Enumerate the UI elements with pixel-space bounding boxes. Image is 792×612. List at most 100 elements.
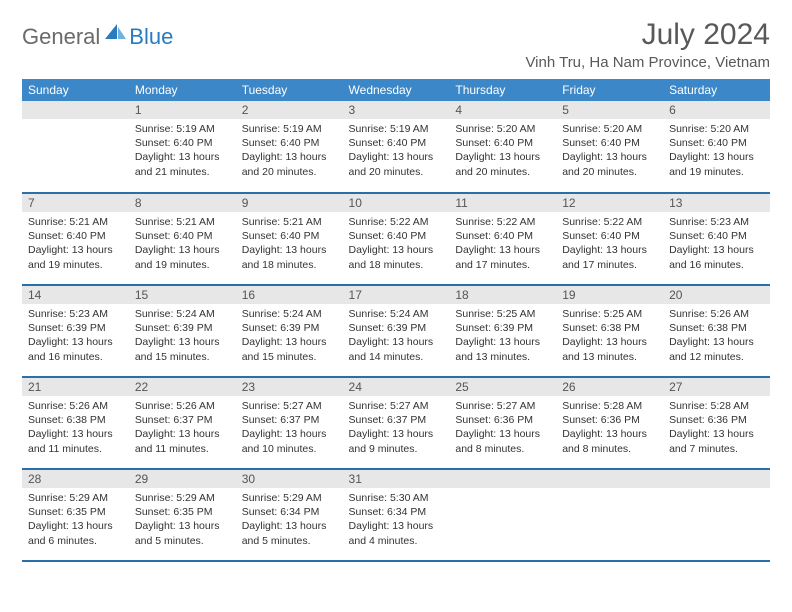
day-number: 25 (449, 378, 556, 396)
calendar-day-cell: 30Sunrise: 5:29 AMSunset: 6:34 PMDayligh… (236, 469, 343, 561)
calendar-day-cell: 7 Sunrise: 5:21 AMSunset: 6:40 PMDaylight… (22, 193, 129, 285)
calendar-day-cell (663, 469, 770, 561)
logo-sail-icon (105, 24, 127, 47)
sunrise-text: Sunrise: 5:26 AM (669, 307, 764, 321)
daylight-text: Daylight: 13 hours and 16 minutes. (669, 243, 764, 271)
sunset-text: Sunset: 6:35 PM (135, 505, 230, 519)
sunset-text: Sunset: 6:40 PM (669, 136, 764, 150)
daylight-text: Daylight: 13 hours and 6 minutes. (28, 519, 123, 547)
daylight-text: Daylight: 13 hours and 9 minutes. (349, 427, 444, 455)
sunset-text: Sunset: 6:40 PM (28, 229, 123, 243)
day-number: 21 (22, 378, 129, 396)
day-number: 12 (556, 194, 663, 212)
calendar-day-cell: 13 Sunrise: 5:23 AMSunset: 6:40 PMDayligh… (663, 193, 770, 285)
sunrise-text: Sunrise: 5:28 AM (669, 399, 764, 413)
logo: General Blue (22, 24, 173, 50)
sunset-text: Sunset: 6:40 PM (669, 229, 764, 243)
sunset-text: Sunset: 6:37 PM (349, 413, 444, 427)
day-number: 24 (343, 378, 450, 396)
sunrise-text: Sunrise: 5:23 AM (669, 215, 764, 229)
sunset-text: Sunset: 6:40 PM (562, 229, 657, 243)
calendar-week-row: 1Sunrise: 5:19 AMSunset: 6:40 PMDaylight… (22, 101, 770, 193)
calendar-week-row: 7Sunrise: 5:21 AMSunset: 6:40 PMDaylight… (22, 193, 770, 285)
daylight-text: Daylight: 13 hours and 19 minutes. (135, 243, 230, 271)
weekday-header: Wednesday (343, 79, 450, 101)
sunrise-text: Sunrise: 5:19 AM (135, 122, 230, 136)
sunrise-text: Sunrise: 5:27 AM (242, 399, 337, 413)
header: General Blue July 2024 Vinh Tru, Ha Nam … (22, 18, 770, 71)
day-number (663, 470, 770, 488)
logo-text-blue: Blue (129, 24, 173, 50)
sunset-text: Sunset: 6:39 PM (135, 321, 230, 335)
calendar-day-cell: 24 Sunrise: 5:27 AMSunset: 6:37 PMDayligh… (343, 377, 450, 469)
sunset-text: Sunset: 6:38 PM (562, 321, 657, 335)
calendar-day-cell: 28Sunrise: 5:29 AMSunset: 6:35 PMDayligh… (22, 469, 129, 561)
calendar-day-cell: 31Sunrise: 5:30 AMSunset: 6:34 PMDayligh… (343, 469, 450, 561)
sunset-text: Sunset: 6:38 PM (28, 413, 123, 427)
day-data: Sunrise: 5:27 AMSunset: 6:36 PMDaylight:… (449, 396, 556, 460)
day-number: 19 (556, 286, 663, 304)
daylight-text: Daylight: 13 hours and 4 minutes. (349, 519, 444, 547)
sunset-text: Sunset: 6:40 PM (455, 229, 550, 243)
sunrise-text: Sunrise: 5:26 AM (28, 399, 123, 413)
day-number: 16 (236, 286, 343, 304)
weekday-header: Saturday (663, 79, 770, 101)
daylight-text: Daylight: 13 hours and 11 minutes. (28, 427, 123, 455)
sunset-text: Sunset: 6:34 PM (242, 505, 337, 519)
calendar-day-cell: 22Sunrise: 5:26 AMSunset: 6:37 PMDayligh… (129, 377, 236, 469)
sunset-text: Sunset: 6:40 PM (135, 229, 230, 243)
calendar-day-cell: 11Sunrise: 5:22 AMSunset: 6:40 PMDayligh… (449, 193, 556, 285)
sunrise-text: Sunrise: 5:29 AM (28, 491, 123, 505)
day-data: Sunrise: 5:29 AMSunset: 6:35 PMDaylight:… (22, 488, 129, 552)
sunset-text: Sunset: 6:36 PM (669, 413, 764, 427)
daylight-text: Daylight: 13 hours and 7 minutes. (669, 427, 764, 455)
day-data: Sunrise: 5:27 AMSunset: 6:37 PMDaylight:… (236, 396, 343, 460)
day-data: Sunrise: 5:22 AMSunset: 6:40 PMDaylight:… (449, 212, 556, 276)
day-number: 3 (343, 101, 450, 119)
sunrise-text: Sunrise: 5:22 AM (455, 215, 550, 229)
weekday-header: Tuesday (236, 79, 343, 101)
day-data: Sunrise: 5:22 AMSunset: 6:40 PMDaylight:… (556, 212, 663, 276)
daylight-text: Daylight: 13 hours and 19 minutes. (28, 243, 123, 271)
weekday-header: Thursday (449, 79, 556, 101)
calendar-day-cell: 2Sunrise: 5:19 AMSunset: 6:40 PMDaylight… (236, 101, 343, 193)
sunset-text: Sunset: 6:35 PM (28, 505, 123, 519)
sunrise-text: Sunrise: 5:27 AM (455, 399, 550, 413)
sunset-text: Sunset: 6:39 PM (455, 321, 550, 335)
daylight-text: Daylight: 13 hours and 13 minutes. (455, 335, 550, 363)
day-number: 13 (663, 194, 770, 212)
daylight-text: Daylight: 13 hours and 13 minutes. (562, 335, 657, 363)
title-block: July 2024 Vinh Tru, Ha Nam Province, Vie… (525, 18, 770, 71)
day-number: 10 (343, 194, 450, 212)
daylight-text: Daylight: 13 hours and 15 minutes. (242, 335, 337, 363)
calendar-week-row: 21Sunrise: 5:26 AMSunset: 6:38 PMDayligh… (22, 377, 770, 469)
sunset-text: Sunset: 6:40 PM (242, 136, 337, 150)
day-data: Sunrise: 5:26 AMSunset: 6:38 PMDaylight:… (663, 304, 770, 368)
sunrise-text: Sunrise: 5:21 AM (28, 215, 123, 229)
daylight-text: Daylight: 13 hours and 14 minutes. (349, 335, 444, 363)
daylight-text: Daylight: 13 hours and 17 minutes. (562, 243, 657, 271)
sunrise-text: Sunrise: 5:27 AM (349, 399, 444, 413)
calendar-day-cell (22, 101, 129, 193)
day-data: Sunrise: 5:19 AMSunset: 6:40 PMDaylight:… (129, 119, 236, 183)
day-data: Sunrise: 5:28 AMSunset: 6:36 PMDaylight:… (556, 396, 663, 460)
weekday-header: Sunday (22, 79, 129, 101)
sunset-text: Sunset: 6:39 PM (349, 321, 444, 335)
day-number: 17 (343, 286, 450, 304)
calendar-day-cell: 4Sunrise: 5:20 AMSunset: 6:40 PMDaylight… (449, 101, 556, 193)
day-number: 26 (556, 378, 663, 396)
day-data: Sunrise: 5:28 AMSunset: 6:36 PMDaylight:… (663, 396, 770, 460)
day-data: Sunrise: 5:20 AMSunset: 6:40 PMDaylight:… (663, 119, 770, 183)
day-number: 4 (449, 101, 556, 119)
day-data: Sunrise: 5:29 AMSunset: 6:34 PMDaylight:… (236, 488, 343, 552)
sunset-text: Sunset: 6:36 PM (455, 413, 550, 427)
day-number: 7 (22, 194, 129, 212)
day-data: Sunrise: 5:29 AMSunset: 6:35 PMDaylight:… (129, 488, 236, 552)
daylight-text: Daylight: 13 hours and 5 minutes. (242, 519, 337, 547)
weekday-header: Monday (129, 79, 236, 101)
daylight-text: Daylight: 13 hours and 15 minutes. (135, 335, 230, 363)
daylight-text: Daylight: 13 hours and 20 minutes. (349, 150, 444, 178)
day-number: 11 (449, 194, 556, 212)
calendar-day-cell: 15Sunrise: 5:24 AMSunset: 6:39 PMDayligh… (129, 285, 236, 377)
day-number: 20 (663, 286, 770, 304)
